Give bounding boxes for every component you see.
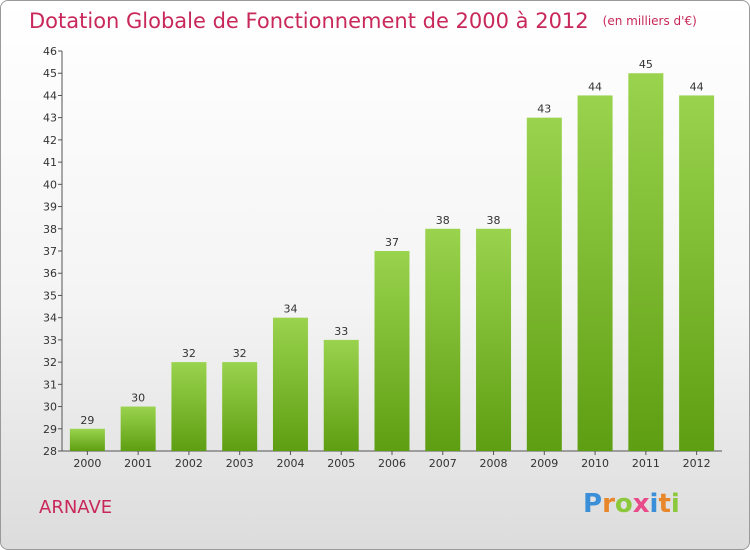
y-tick-label: 36 [43,267,57,280]
bar-value-label: 30 [131,392,145,405]
x-tick-label: 2011 [632,457,660,470]
y-tick-label: 30 [43,401,57,414]
y-tick-label: 32 [43,356,57,369]
logo-letter: x [632,489,650,519]
bar-2012 [679,95,715,451]
y-tick-label: 39 [43,201,57,214]
bar-value-label: 32 [233,347,247,360]
x-tick-label: 2001 [124,457,152,470]
x-tick-label: 2004 [276,457,304,470]
bar-2003 [222,362,258,451]
bar-2005 [323,339,359,451]
x-tick-label: 2006 [378,457,406,470]
bar-2004 [272,317,308,451]
logo-letter: r [602,489,615,519]
y-tick-label: 44 [43,89,57,102]
proxiti-logo[interactable]: Proxiti [583,489,680,519]
y-tick-label: 29 [43,423,57,436]
bar-value-label: 29 [80,414,94,427]
y-tick-label: 45 [43,67,57,80]
chart-title-text: Dotation Globale de Fonctionnement de 20… [29,9,589,33]
logo-letter: i [670,489,680,519]
logo-letter: o [614,489,633,519]
x-tick-label: 2012 [683,457,711,470]
logo-letter: i [649,489,659,519]
x-tick-label: 2007 [429,457,457,470]
bar-value-label: 38 [436,214,450,227]
chart-subtitle: (en milliers d'€) [602,14,697,28]
bar-value-label: 43 [537,103,551,116]
chart-title: Dotation Globale de Fonctionnement de 20… [29,9,697,33]
logo-letter: t [658,489,671,519]
bar-2010 [577,95,613,451]
bar-2001 [120,406,156,451]
x-tick-label: 2010 [581,457,609,470]
chart-bars: 29 30 32 32 34 33 37 38 38 43 44 45 44 [69,58,715,452]
bar-value-label: 44 [690,80,704,93]
bar-value-label: 37 [385,236,399,249]
bar-value-label: 32 [182,347,196,360]
y-tick-label: 33 [43,334,57,347]
y-tick-label: 43 [43,112,57,125]
y-tick-label: 34 [43,312,57,325]
bar-value-label: 33 [334,325,348,338]
y-tick-label: 28 [43,445,57,458]
y-tick-label: 37 [43,245,57,258]
y-tick-label: 35 [43,289,57,302]
bar-2011 [628,73,664,451]
bar-value-label: 34 [283,303,297,316]
bar-2009 [526,117,562,452]
x-tick-label: 2009 [530,457,558,470]
bar-value-label: 38 [487,214,501,227]
bar-2006 [374,251,410,451]
y-tick-label: 31 [43,378,57,391]
bar-2008 [476,228,512,451]
x-tick-label: 2003 [226,457,254,470]
x-tick-label: 2002 [175,457,203,470]
logo-letter: P [583,489,603,519]
x-tick-label: 2000 [73,457,101,470]
chart-axes: 28 29 30 31 32 33 34 35 36 37 38 39 40 41 42 43 44 45 46 20… [43,45,722,470]
y-tick-label: 46 [43,45,57,58]
bar-2007 [425,228,461,451]
y-tick-label: 40 [43,178,57,191]
bar-2000 [69,428,105,451]
y-tick-label: 41 [43,156,57,169]
commune-name: ARNAVE [39,497,113,518]
x-tick-label: 2008 [480,457,508,470]
y-tick-label: 38 [43,223,57,236]
y-tick-label: 42 [43,134,57,147]
bar-value-label: 45 [639,58,653,71]
bar-value-label: 44 [588,80,602,93]
x-tick-label: 2005 [327,457,355,470]
bar-2002 [171,362,207,451]
